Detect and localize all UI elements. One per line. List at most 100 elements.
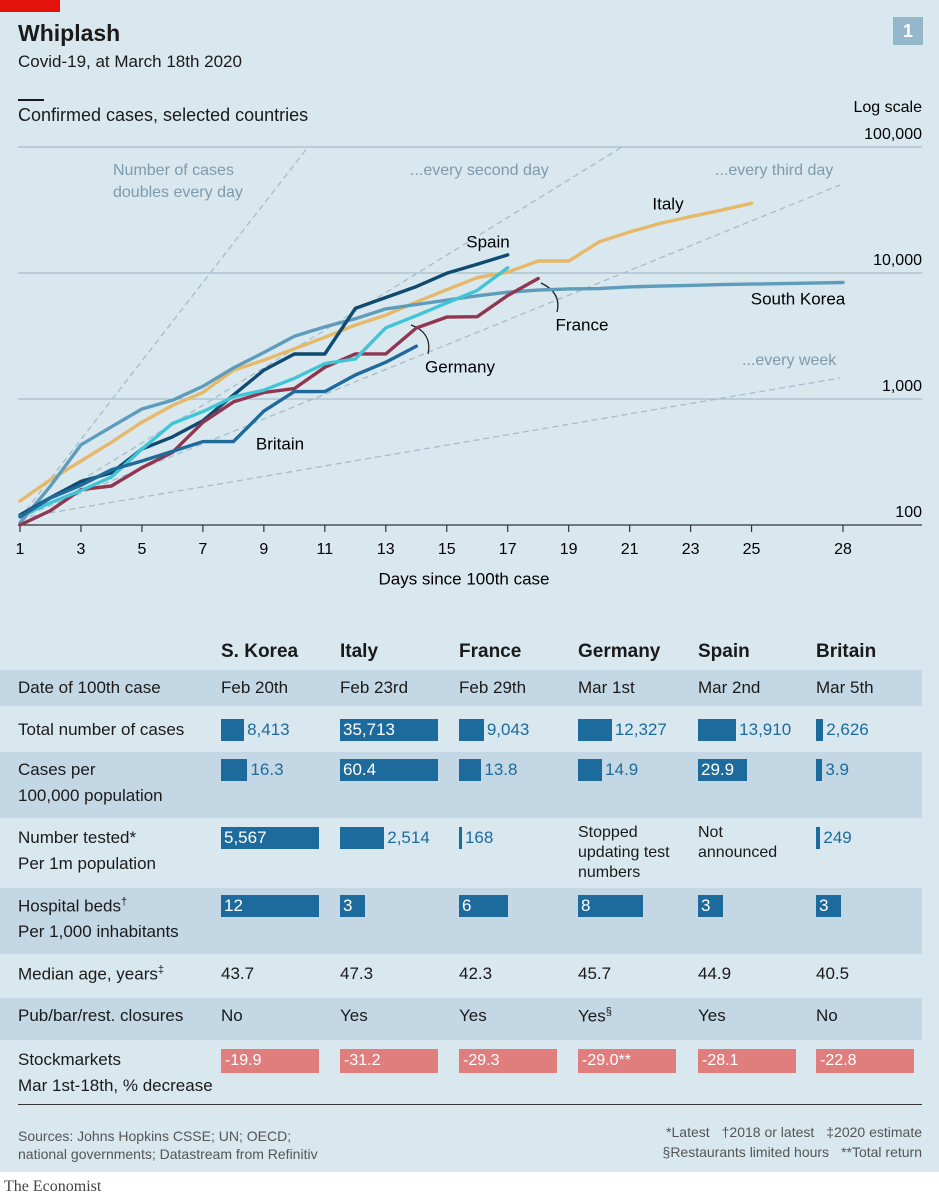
series-line: [18, 280, 845, 525]
cell-text: 45.7: [578, 964, 612, 983]
row-label: Stockmarkets: [18, 1050, 121, 1070]
bar: [221, 759, 248, 781]
row-label: Number tested*: [18, 828, 136, 848]
bar-label: 2,626: [826, 720, 869, 739]
bar: [816, 895, 841, 917]
leader-line: [540, 282, 559, 313]
y-tick-label: 100: [895, 504, 922, 521]
column-header: Italy: [340, 641, 379, 662]
row-sublabel: Mar 1st-18th, % decrease: [18, 1076, 213, 1095]
series-line: [18, 344, 418, 519]
note-line: *Latest †2018 or latest ‡2020 estimate: [666, 1124, 922, 1140]
annotation: ...every week: [742, 352, 837, 369]
chart-number: 1: [893, 17, 923, 45]
brand-flag: [0, 0, 60, 12]
x-tick-label: 15: [438, 541, 456, 558]
bar-label: 8: [581, 896, 591, 915]
row-label-text: Date of 100th case: [18, 678, 161, 697]
series-label: France: [556, 315, 609, 334]
series-line: [18, 276, 540, 527]
row-label: Total number of cases: [18, 720, 184, 740]
cell-text: 40.5: [816, 964, 850, 983]
footer-rule: [18, 1104, 922, 1105]
annotation: doubles every day: [113, 184, 243, 201]
bar-label: 168: [464, 828, 494, 847]
bar-label: 249: [823, 828, 852, 847]
scale-label: Log scale: [854, 99, 923, 116]
cell-text-note: §: [605, 1006, 612, 1018]
value-box: -31.2: [340, 1049, 438, 1073]
cell-text: Mar 2nd: [698, 678, 761, 697]
x-tick-label: 3: [77, 541, 86, 558]
cell-text-main: Yes: [578, 1006, 606, 1026]
bar: [459, 759, 482, 781]
x-tick-label: 1: [16, 541, 25, 558]
bar: [340, 895, 365, 917]
bar-label: 3.9: [825, 760, 849, 779]
cell-text: 43.7: [221, 964, 255, 983]
title: Whiplash: [18, 20, 121, 46]
bar: [698, 759, 747, 781]
bar: [816, 759, 823, 781]
value-box: -19.9: [221, 1049, 319, 1073]
bar: [578, 759, 603, 781]
note-line: §Restaurants limited hours **Total return: [663, 1144, 922, 1160]
value-box: -22.8: [816, 1049, 914, 1073]
x-tick-label: 28: [834, 541, 852, 558]
row-label-text: Cases per: [18, 760, 96, 779]
y-tick-label: 100,000: [864, 126, 922, 143]
bar: [221, 895, 319, 917]
row-sublabel: Per 1m population: [18, 854, 156, 873]
x-tick-label: 21: [621, 541, 639, 558]
bar: [816, 719, 824, 741]
bar-label: 3: [819, 896, 829, 915]
cell-text: Yes: [340, 1006, 368, 1025]
row-label: Median age, years‡: [18, 964, 164, 985]
row-label: Date of 100th case: [18, 678, 161, 698]
series-label: South Korea: [751, 289, 846, 308]
bar-label: 12,327: [614, 720, 667, 739]
column-header: France: [459, 641, 522, 662]
cell-text: Feb 29th: [459, 678, 527, 697]
bar: [459, 827, 462, 849]
y-tick-label: 1,000: [882, 378, 922, 395]
bar-label: 2,514: [387, 828, 430, 847]
row-label: Hospital beds†: [18, 896, 127, 917]
bar: [340, 759, 438, 781]
bar-label: 3: [343, 896, 353, 915]
x-tick-label: 13: [377, 541, 395, 558]
cell-text: No: [221, 1006, 243, 1025]
bar-label: 12: [224, 896, 243, 915]
column-header: Britain: [816, 641, 877, 662]
cell-text: 42.3: [459, 964, 493, 983]
cell-text: Stopped updating test numbers: [578, 824, 670, 881]
column-header: S. Korea: [221, 641, 299, 662]
bar-label: 8,413: [247, 720, 290, 739]
doubling-guides: [19, 146, 841, 519]
value-box: -29.0**: [578, 1049, 676, 1073]
leader-line: [410, 324, 430, 355]
bar-label: 13.8: [484, 760, 518, 779]
annotation: ...every second day: [410, 162, 549, 179]
y-tick-label: 10,000: [873, 252, 922, 269]
annotation: ...every third day: [715, 162, 833, 179]
bar-label: 35,713: [343, 720, 395, 739]
series-label: Britain: [256, 434, 304, 453]
annotation: Number of cases: [113, 162, 234, 179]
row-sublabel: 100,000 population: [18, 786, 163, 805]
guide-line: [19, 146, 623, 519]
cell-text: Yes: [459, 1006, 487, 1025]
x-tick-label: 5: [137, 541, 146, 558]
row-band: [0, 998, 922, 1040]
bar-label: 14.9: [605, 760, 639, 779]
series-line: [18, 266, 510, 519]
row-label: Pub/bar/rest. closures: [18, 1006, 183, 1026]
bar: [578, 719, 612, 741]
x-tick-label: 25: [743, 541, 761, 558]
x-tick-label: 9: [259, 541, 268, 558]
bar: [698, 895, 723, 917]
bar: [459, 895, 508, 917]
bar-label: 16.3: [250, 760, 284, 779]
cell-text: Mar 1st: [578, 678, 635, 697]
